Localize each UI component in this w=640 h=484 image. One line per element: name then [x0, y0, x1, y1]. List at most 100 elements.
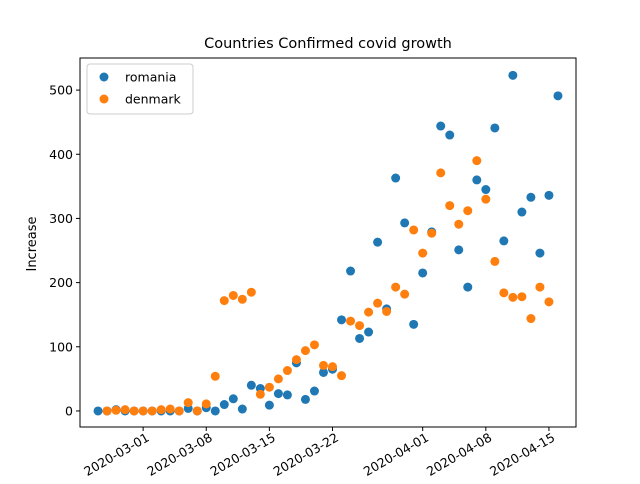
- legend-box: [86, 63, 194, 115]
- data-point-denmark: [174, 406, 184, 416]
- data-point-romania: [481, 185, 491, 195]
- data-point-romania: [364, 327, 374, 337]
- data-point-denmark: [228, 290, 238, 300]
- data-point-romania: [508, 70, 518, 80]
- data-point-romania: [264, 400, 274, 410]
- data-point-denmark: [508, 292, 518, 302]
- y-tick-label: 200: [49, 275, 73, 290]
- y-tick-label: 0: [65, 403, 73, 418]
- data-point-romania: [553, 91, 563, 101]
- data-point-romania: [544, 190, 554, 200]
- data-point-denmark: [490, 256, 500, 266]
- data-point-denmark: [300, 346, 310, 356]
- data-point-romania: [337, 315, 347, 325]
- data-point-denmark: [346, 316, 356, 326]
- data-point-denmark: [129, 406, 139, 416]
- data-point-denmark: [337, 371, 347, 381]
- data-point-romania: [210, 406, 220, 416]
- legend: romania denmark: [86, 63, 194, 115]
- data-point-romania: [373, 237, 383, 247]
- data-point-denmark: [436, 168, 446, 178]
- data-point-romania: [282, 390, 292, 400]
- data-point-denmark: [120, 405, 130, 415]
- data-point-romania: [418, 268, 428, 278]
- data-point-romania: [93, 406, 103, 416]
- data-point-denmark: [463, 206, 473, 216]
- y-tick-label: 100: [49, 339, 73, 354]
- data-point-denmark: [535, 282, 545, 292]
- data-point-romania: [237, 404, 247, 414]
- data-point-romania: [490, 123, 500, 133]
- data-point-romania: [300, 394, 310, 404]
- data-point-denmark: [111, 405, 121, 415]
- data-point-romania: [355, 333, 365, 343]
- data-point-denmark: [183, 398, 193, 408]
- legend-label-denmark: denmark: [125, 92, 182, 107]
- data-point-denmark: [282, 366, 292, 376]
- data-point-denmark: [138, 406, 148, 416]
- data-point-denmark: [526, 314, 536, 324]
- data-point-romania: [400, 218, 410, 228]
- data-point-denmark: [445, 201, 455, 211]
- y-tick-label: 400: [49, 147, 73, 162]
- series-denmark: [102, 156, 554, 416]
- data-point-denmark: [409, 225, 419, 235]
- data-point-denmark: [427, 228, 437, 238]
- data-point-romania: [463, 282, 473, 292]
- data-point-denmark: [382, 306, 392, 316]
- data-point-denmark: [291, 355, 301, 365]
- data-point-denmark: [418, 248, 428, 258]
- data-point-denmark: [210, 371, 220, 381]
- data-point-denmark: [481, 194, 491, 204]
- data-point-denmark: [309, 340, 319, 350]
- data-point-denmark: [237, 294, 247, 304]
- y-tick-label: 300: [49, 211, 73, 226]
- chart-title: Countries Confirmed covid growth: [204, 36, 452, 52]
- y-tick-label: 500: [49, 83, 73, 98]
- legend-marker-denmark: [99, 94, 109, 104]
- data-point-denmark: [102, 406, 112, 416]
- legend-label-romania: romania: [125, 70, 176, 85]
- plot-frame: [79, 57, 577, 428]
- data-point-romania: [499, 236, 509, 246]
- data-point-denmark: [156, 405, 166, 415]
- data-point-denmark: [273, 374, 283, 384]
- data-point-denmark: [219, 296, 229, 306]
- data-point-romania: [517, 207, 527, 217]
- plot-area: [93, 70, 563, 416]
- data-point-romania: [526, 192, 536, 202]
- data-point-denmark: [454, 219, 464, 229]
- data-point-romania: [409, 319, 419, 329]
- data-point-romania: [391, 173, 401, 183]
- data-point-romania: [535, 248, 545, 258]
- data-point-denmark: [192, 406, 202, 416]
- data-point-romania: [454, 245, 464, 255]
- data-point-denmark: [391, 282, 401, 292]
- data-point-romania: [472, 175, 482, 185]
- data-point-romania: [273, 389, 283, 399]
- data-point-denmark: [255, 389, 265, 399]
- data-point-romania: [219, 400, 229, 410]
- data-point-denmark: [147, 406, 157, 416]
- data-point-romania: [309, 386, 319, 396]
- data-point-romania: [318, 367, 328, 377]
- data-point-romania: [246, 380, 256, 390]
- data-point-denmark: [373, 298, 383, 308]
- data-point-denmark: [517, 292, 527, 302]
- data-point-denmark: [499, 288, 509, 298]
- data-point-denmark: [165, 404, 175, 414]
- data-point-denmark: [472, 156, 482, 166]
- data-point-denmark: [355, 321, 365, 331]
- data-point-denmark: [318, 360, 328, 370]
- data-point-denmark: [328, 362, 338, 372]
- data-point-romania: [445, 130, 455, 140]
- legend-marker-romania: [99, 72, 109, 82]
- data-point-denmark: [544, 297, 554, 307]
- data-point-denmark: [364, 307, 374, 317]
- y-axis-label: Increase: [25, 216, 40, 271]
- data-point-denmark: [246, 287, 256, 297]
- data-point-denmark: [201, 399, 211, 409]
- data-point-romania: [436, 121, 446, 131]
